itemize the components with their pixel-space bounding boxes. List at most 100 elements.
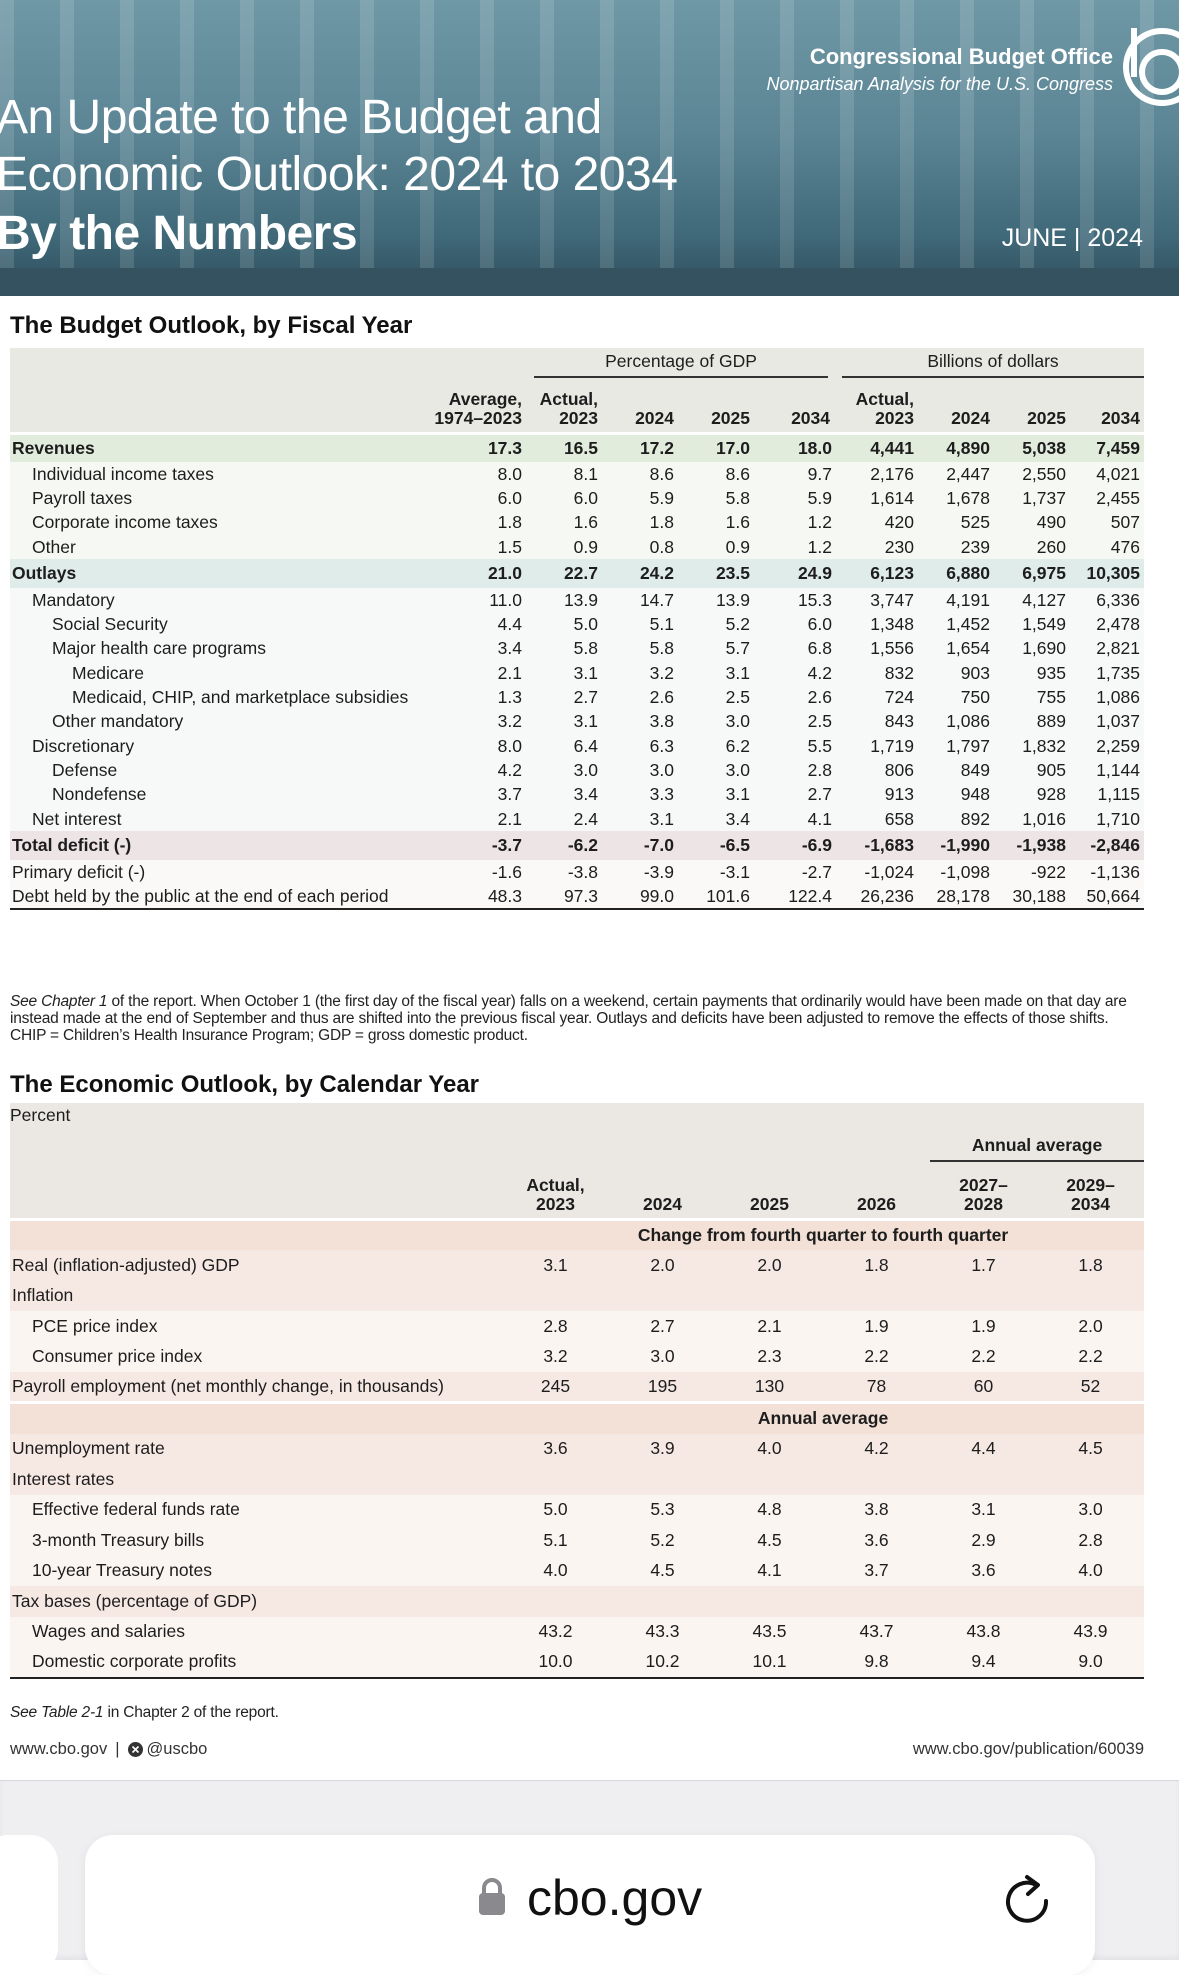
row-label: Payroll taxes [32, 487, 133, 508]
table-cell: 7,459 [1096, 437, 1140, 458]
note-text: of the report. When October 1 (the first… [10, 993, 1127, 1027]
table-row: Interest rates [10, 1464, 1145, 1495]
table-row: Debt held by the public at the end of ea… [10, 884, 1144, 909]
table-cell: 3.9 [650, 1438, 675, 1459]
header-line: Actual, [526, 1174, 585, 1195]
row-label: Mandatory [32, 589, 115, 610]
note-text: CHIP = Children’s Health Insurance Progr… [10, 1027, 528, 1044]
row-label: Other [32, 536, 76, 557]
table-row: 10-year Treasury notes 4.0 4.5 4.1 3.7 3.6 4.0 [10, 1555, 1145, 1586]
header-banner: An Update to the Budget and Economic Out… [0, 0, 1179, 296]
table-cell: 6.8 [807, 638, 832, 659]
table-cell: 1.8 [1078, 1254, 1103, 1275]
table-row: Mandatory 11.0 13.9 14.7 13.9 15.3 3,747 4,191 4… [10, 588, 1144, 613]
blank [10, 1133, 930, 1163]
row-label: Effective federal funds rate [32, 1499, 240, 1520]
table-cell: 1.5 [497, 536, 522, 557]
table-cell: 1,832 [1022, 735, 1066, 756]
blank [10, 378, 418, 433]
table-cell: 4.1 [807, 808, 832, 829]
table-cell: -2,846 [1090, 835, 1140, 856]
header-line: 1974–2023 [434, 407, 522, 428]
address-bar[interactable]: cbo.gov [85, 1835, 1095, 1975]
table-cell: 2.3 [757, 1346, 782, 1367]
table-row: Real (inflation-adjusted) GDP 3.1 2.0 2.0 1.… [10, 1250, 1145, 1281]
table-cell: 30,188 [1012, 885, 1066, 906]
header-line: 2027– [959, 1174, 1008, 1195]
row-label: Total deficit (-) [12, 835, 132, 856]
site-link[interactable]: www.cbo.gov [10, 1740, 108, 1758]
header-line: 2024 [951, 407, 990, 428]
social-handle[interactable]: @uscbo [146, 1740, 208, 1758]
cbo-logo [1123, 28, 1179, 106]
table-cell: 6.0 [497, 487, 522, 508]
table-cell: 9.8 [864, 1651, 889, 1672]
table-cell: 1,348 [870, 614, 914, 635]
table-cell: 903 [960, 662, 990, 683]
table-row: Total deficit (-) -3.7 -6.2 -7.0 -6.5 -6.9 -1,… [10, 831, 1144, 861]
table-cell: 17.0 [715, 437, 750, 458]
table-row: Medicaid, CHIP, and marketplace subsidie… [10, 685, 1144, 710]
table-cell: 0.9 [573, 536, 598, 557]
table-cell: -2.7 [801, 861, 832, 882]
table-cell: 6,975 [1022, 563, 1066, 584]
table-cell: 6,123 [870, 563, 914, 584]
table-cell: 18.0 [797, 437, 832, 458]
table-cell: 14.7 [639, 589, 674, 610]
header-line: 2025 [750, 1193, 789, 1214]
table-cell: 3.6 [543, 1438, 568, 1459]
table-cell: 525 [960, 512, 990, 533]
table-cell: 4.8 [757, 1499, 782, 1520]
reload-button[interactable] [1003, 1873, 1053, 1927]
row-label: Individual income taxes [32, 463, 214, 484]
title-line: An Update to the Budget and [0, 91, 602, 144]
tab-card[interactable] [0, 1835, 58, 1975]
table-row: Effective federal funds rate 5.0 5.3 4.8 3.8… [10, 1494, 1145, 1525]
header-line: 2029– [1066, 1174, 1115, 1195]
table-cell: 1,797 [946, 735, 990, 756]
table-cell: 6.3 [649, 735, 674, 756]
publication-link[interactable]: www.cbo.gov/publication/60039 [912, 1740, 1144, 1758]
table-cell: 6.4 [573, 735, 598, 756]
table-cell: 1,690 [1022, 638, 1066, 659]
row-label: Discretionary [32, 735, 135, 756]
column-header: 2027– 2028 [930, 1163, 1037, 1219]
table-cell: 239 [960, 536, 990, 557]
table-cell: 658 [884, 808, 914, 829]
table-cell: 1.2 [807, 536, 832, 557]
table-cell: 2.5 [807, 711, 832, 732]
table-cell: 849 [960, 759, 990, 780]
table-cell: -922 [1030, 861, 1066, 882]
table-cell: 3.4 [573, 784, 598, 805]
table-cell: 832 [884, 662, 914, 683]
column-header: 2034 [754, 378, 834, 433]
table-cell: 1,614 [870, 487, 914, 508]
table-cell: 0.8 [649, 536, 674, 557]
row-label: Inflation [12, 1285, 74, 1306]
column-header: 2024 [918, 378, 994, 433]
table-cell: 101.6 [706, 885, 750, 906]
table-cell: 4,191 [946, 589, 990, 610]
table-cell: 130 [754, 1376, 785, 1396]
table-cell: 420 [884, 512, 914, 533]
row-label: Debt held by the public at the end of ea… [12, 885, 389, 906]
table-cell: 2.4 [573, 808, 598, 829]
table-cell: 1.3 [497, 687, 522, 708]
report-date: JUNE | 2024 [1001, 224, 1143, 252]
table-cell: 8.6 [725, 463, 750, 484]
table-cell: 3.1 [971, 1499, 996, 1520]
table-cell: 78 [866, 1376, 887, 1396]
table-cell: 2.7 [807, 784, 832, 805]
table-cell: 2.9 [971, 1529, 996, 1550]
table-cell: 2.0 [650, 1254, 675, 1275]
table-cell: 43.9 [1073, 1621, 1108, 1642]
table-cell: 4,021 [1096, 463, 1140, 484]
note-ref: See Table 2-1 [10, 1704, 104, 1721]
table-cell: 4.1 [757, 1560, 782, 1581]
table-cell: 10.1 [752, 1651, 787, 1672]
budget-table: Percentage of GDP Billions of dollars Aver… [10, 348, 1144, 910]
column-header: 2025 [994, 378, 1070, 433]
table-cell: 3.0 [725, 711, 750, 732]
table-cell: 905 [1036, 759, 1066, 780]
table-cell: 1,086 [1096, 687, 1140, 708]
